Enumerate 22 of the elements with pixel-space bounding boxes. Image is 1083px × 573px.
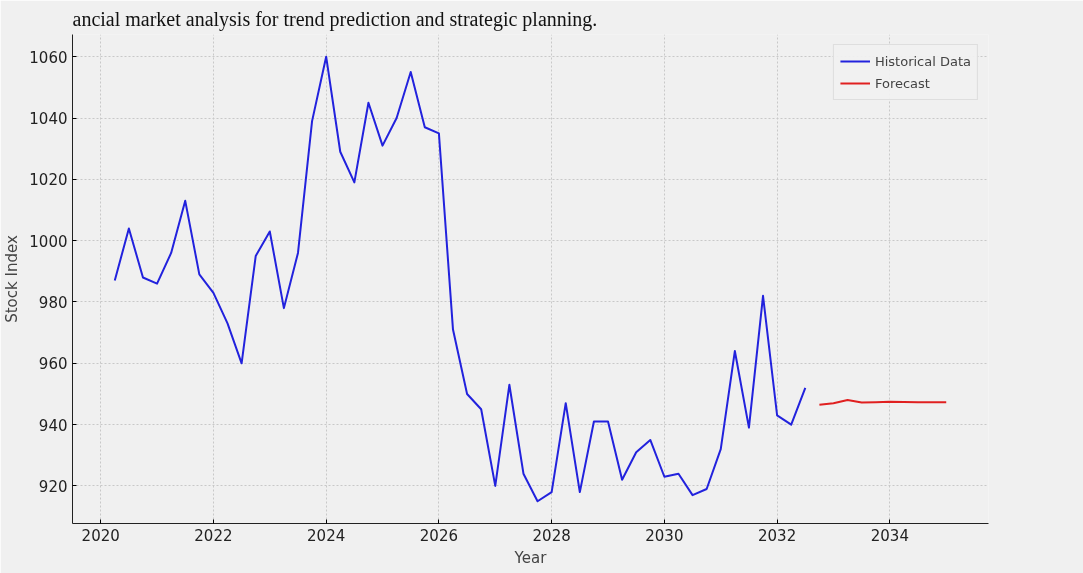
y-tick-label: 940 [38,416,68,435]
x-tick-label: 2034 [870,526,909,545]
text: ancial market analysis for trend prediction and strategic planning. [72,7,598,31]
y-tick-label: 920 [38,477,68,496]
y-tick-label: 960 [38,355,68,374]
legend-label: Forecast [874,75,930,91]
x-tick-label: 2028 [532,526,571,545]
y-tick-label: 1000 [29,232,68,251]
y-tick-label: 980 [38,293,68,312]
x-tick-label: 2024 [307,526,346,545]
y-tick-label: 1040 [29,110,68,129]
y-tick-label: 1020 [29,171,68,190]
x-tick-label: 2022 [194,526,233,545]
x-tick-label: 2032 [758,526,797,545]
y-tick-label: 1060 [29,48,68,67]
x-axis-title: Year [513,548,548,567]
x-tick-label: 2026 [419,526,458,545]
y-axis-title: Stock Index [3,235,22,323]
legend-label: Historical Data [874,53,971,69]
line-series [113,55,807,503]
x-tick-label: 2020 [81,526,120,545]
x-tick-label: 2030 [645,526,684,545]
